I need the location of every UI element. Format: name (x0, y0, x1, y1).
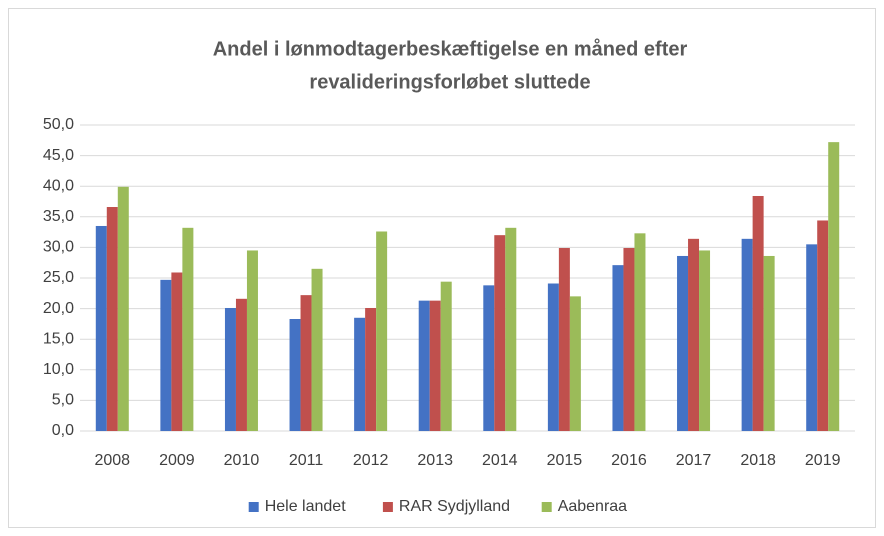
bar (677, 255, 689, 431)
bar (558, 248, 570, 431)
bar (494, 235, 506, 431)
bar (171, 272, 183, 431)
bar (623, 248, 635, 431)
legend-swatch (541, 502, 552, 512)
bar (505, 227, 517, 431)
chart-title: Andel i lønmodtagerbeskæftigelse en måne… (213, 37, 688, 60)
bar (763, 255, 775, 431)
y-tick-label: 45,0 (43, 147, 74, 164)
bar (365, 307, 377, 431)
bar (612, 265, 624, 431)
y-tick-label: 30,0 (43, 239, 74, 256)
bar (300, 295, 312, 431)
x-tick-label: 2017 (676, 452, 712, 469)
y-tick-label: 20,0 (43, 300, 74, 317)
bar (741, 238, 753, 431)
x-tick-label: 2014 (482, 452, 518, 469)
bar (752, 195, 764, 431)
x-tick-label: 2010 (224, 452, 260, 469)
bar (246, 250, 258, 431)
bar (828, 142, 840, 432)
bar (311, 268, 323, 431)
y-tick-label: 0,0 (52, 422, 74, 439)
bar (106, 207, 118, 431)
bar (182, 227, 194, 431)
x-tick-label: 2012 (353, 452, 389, 469)
y-tick-label: 40,0 (43, 177, 74, 194)
y-tick-label: 10,0 (43, 361, 74, 378)
bar (688, 238, 700, 431)
bar (699, 250, 711, 431)
bar (117, 186, 129, 431)
y-tick-label: 5,0 (52, 392, 74, 409)
bar (95, 225, 107, 431)
x-tick-label: 2018 (740, 452, 776, 469)
bar (440, 281, 452, 431)
y-tick-label: 15,0 (43, 330, 74, 347)
bar (806, 244, 818, 431)
bar (483, 285, 495, 431)
x-tick-label: 2013 (417, 452, 453, 469)
x-tick-label: 2008 (94, 452, 130, 469)
bar (547, 283, 559, 431)
x-tick-label: 2015 (547, 452, 583, 469)
y-tick-label: 50,0 (43, 116, 74, 133)
x-tick-label: 2009 (159, 452, 195, 469)
bar (817, 220, 829, 431)
x-tick-label: 2011 (289, 452, 324, 469)
bar (569, 296, 581, 431)
bar (376, 231, 388, 431)
y-tick-label: 35,0 (43, 208, 74, 225)
legend-swatch (248, 502, 259, 512)
bar (418, 300, 430, 431)
bar (634, 233, 646, 431)
bar (354, 317, 366, 431)
legend-label: Aabenraa (558, 498, 627, 515)
bar (235, 298, 247, 431)
chart-border (8, 8, 876, 528)
legend-label: RAR Sydjylland (399, 498, 510, 515)
bar (160, 279, 172, 431)
bar (224, 307, 236, 431)
x-tick-label: 2019 (805, 452, 841, 469)
y-tick-label: 25,0 (43, 269, 74, 286)
chart-title: revalideringsforløbet sluttede (309, 71, 590, 93)
legend-swatch (382, 502, 393, 512)
legend-label: Hele landet (265, 498, 347, 515)
bar (289, 319, 301, 431)
x-tick-label: 2016 (611, 452, 647, 469)
bar (429, 300, 441, 431)
